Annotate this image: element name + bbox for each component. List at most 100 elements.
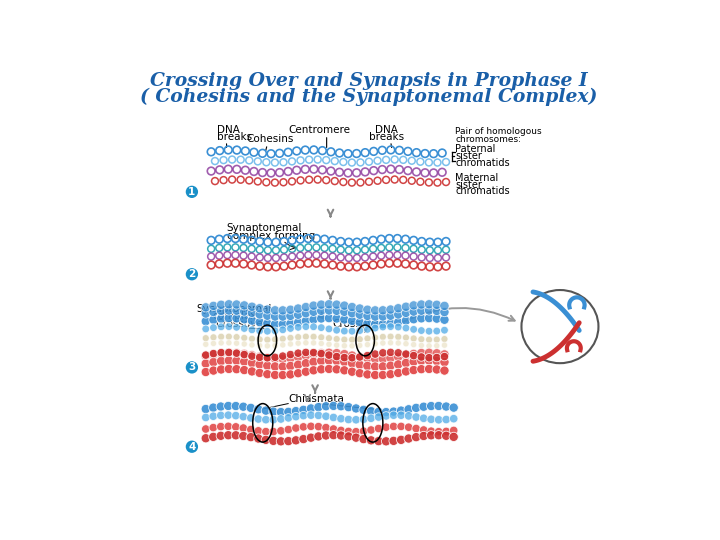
Circle shape bbox=[306, 404, 315, 413]
Circle shape bbox=[363, 354, 372, 363]
Circle shape bbox=[301, 308, 310, 318]
Circle shape bbox=[299, 405, 308, 415]
Circle shape bbox=[217, 300, 226, 309]
Circle shape bbox=[261, 406, 271, 415]
Circle shape bbox=[363, 319, 372, 328]
Circle shape bbox=[348, 316, 356, 326]
Circle shape bbox=[387, 340, 394, 346]
Circle shape bbox=[348, 302, 356, 312]
Circle shape bbox=[371, 354, 379, 363]
Circle shape bbox=[382, 423, 390, 431]
Circle shape bbox=[224, 422, 233, 430]
Circle shape bbox=[186, 186, 198, 198]
Circle shape bbox=[355, 318, 364, 327]
Circle shape bbox=[224, 356, 233, 365]
Circle shape bbox=[349, 343, 355, 349]
Circle shape bbox=[440, 301, 449, 310]
Circle shape bbox=[412, 413, 420, 421]
Circle shape bbox=[202, 425, 210, 433]
Circle shape bbox=[217, 356, 226, 366]
Circle shape bbox=[271, 320, 279, 329]
Circle shape bbox=[314, 432, 323, 441]
Circle shape bbox=[201, 367, 210, 377]
Circle shape bbox=[314, 411, 323, 420]
Text: complex: complex bbox=[212, 311, 256, 321]
Text: ( Cohesins and the Synaptonemal Complex): ( Cohesins and the Synaptonemal Complex) bbox=[140, 88, 598, 106]
Circle shape bbox=[216, 402, 225, 411]
Circle shape bbox=[366, 407, 376, 416]
Circle shape bbox=[441, 326, 449, 334]
Circle shape bbox=[344, 415, 353, 424]
Circle shape bbox=[372, 324, 379, 332]
Circle shape bbox=[210, 340, 217, 347]
Circle shape bbox=[239, 431, 248, 441]
Circle shape bbox=[256, 336, 263, 343]
Circle shape bbox=[433, 343, 440, 349]
Circle shape bbox=[226, 340, 232, 346]
Circle shape bbox=[332, 314, 341, 323]
Circle shape bbox=[434, 401, 444, 410]
Circle shape bbox=[441, 431, 451, 441]
Circle shape bbox=[301, 367, 310, 376]
Circle shape bbox=[420, 414, 428, 422]
Circle shape bbox=[310, 323, 318, 330]
Circle shape bbox=[263, 319, 272, 328]
Circle shape bbox=[372, 341, 378, 347]
Circle shape bbox=[217, 365, 226, 374]
Circle shape bbox=[329, 430, 338, 440]
Circle shape bbox=[225, 323, 233, 330]
Circle shape bbox=[402, 324, 410, 332]
Circle shape bbox=[410, 326, 418, 333]
Circle shape bbox=[403, 341, 409, 347]
Circle shape bbox=[371, 362, 379, 371]
Circle shape bbox=[321, 402, 330, 411]
Circle shape bbox=[301, 302, 310, 312]
Circle shape bbox=[292, 436, 300, 445]
Circle shape bbox=[263, 353, 272, 363]
Circle shape bbox=[401, 308, 410, 318]
Circle shape bbox=[364, 326, 372, 333]
Circle shape bbox=[239, 413, 248, 421]
Circle shape bbox=[324, 364, 333, 374]
Circle shape bbox=[279, 326, 287, 334]
Circle shape bbox=[417, 306, 426, 315]
Circle shape bbox=[300, 411, 307, 420]
Circle shape bbox=[271, 354, 279, 363]
Circle shape bbox=[253, 404, 263, 414]
Circle shape bbox=[253, 434, 263, 443]
Circle shape bbox=[318, 340, 324, 347]
Circle shape bbox=[337, 426, 345, 435]
Circle shape bbox=[263, 311, 272, 320]
Circle shape bbox=[224, 401, 233, 410]
Circle shape bbox=[209, 366, 218, 375]
Text: 3: 3 bbox=[188, 362, 196, 373]
Circle shape bbox=[248, 316, 256, 325]
Circle shape bbox=[255, 318, 264, 327]
Circle shape bbox=[356, 342, 363, 348]
Circle shape bbox=[333, 335, 340, 342]
Circle shape bbox=[405, 411, 413, 420]
Circle shape bbox=[276, 437, 286, 446]
Circle shape bbox=[317, 356, 326, 366]
Circle shape bbox=[302, 323, 310, 330]
Circle shape bbox=[248, 308, 256, 318]
Circle shape bbox=[426, 327, 433, 335]
Circle shape bbox=[356, 353, 364, 361]
Circle shape bbox=[210, 334, 217, 341]
Circle shape bbox=[224, 300, 233, 309]
Circle shape bbox=[186, 268, 198, 280]
Circle shape bbox=[286, 311, 295, 321]
Circle shape bbox=[426, 343, 432, 349]
Circle shape bbox=[432, 306, 441, 315]
Circle shape bbox=[255, 303, 264, 313]
Circle shape bbox=[348, 308, 356, 318]
Ellipse shape bbox=[521, 290, 598, 363]
Circle shape bbox=[209, 301, 218, 310]
Circle shape bbox=[348, 336, 356, 343]
Circle shape bbox=[314, 422, 323, 431]
Circle shape bbox=[434, 430, 444, 440]
Circle shape bbox=[287, 341, 294, 347]
Circle shape bbox=[310, 348, 318, 357]
Circle shape bbox=[394, 352, 403, 361]
Text: 1: 1 bbox=[188, 187, 196, 197]
